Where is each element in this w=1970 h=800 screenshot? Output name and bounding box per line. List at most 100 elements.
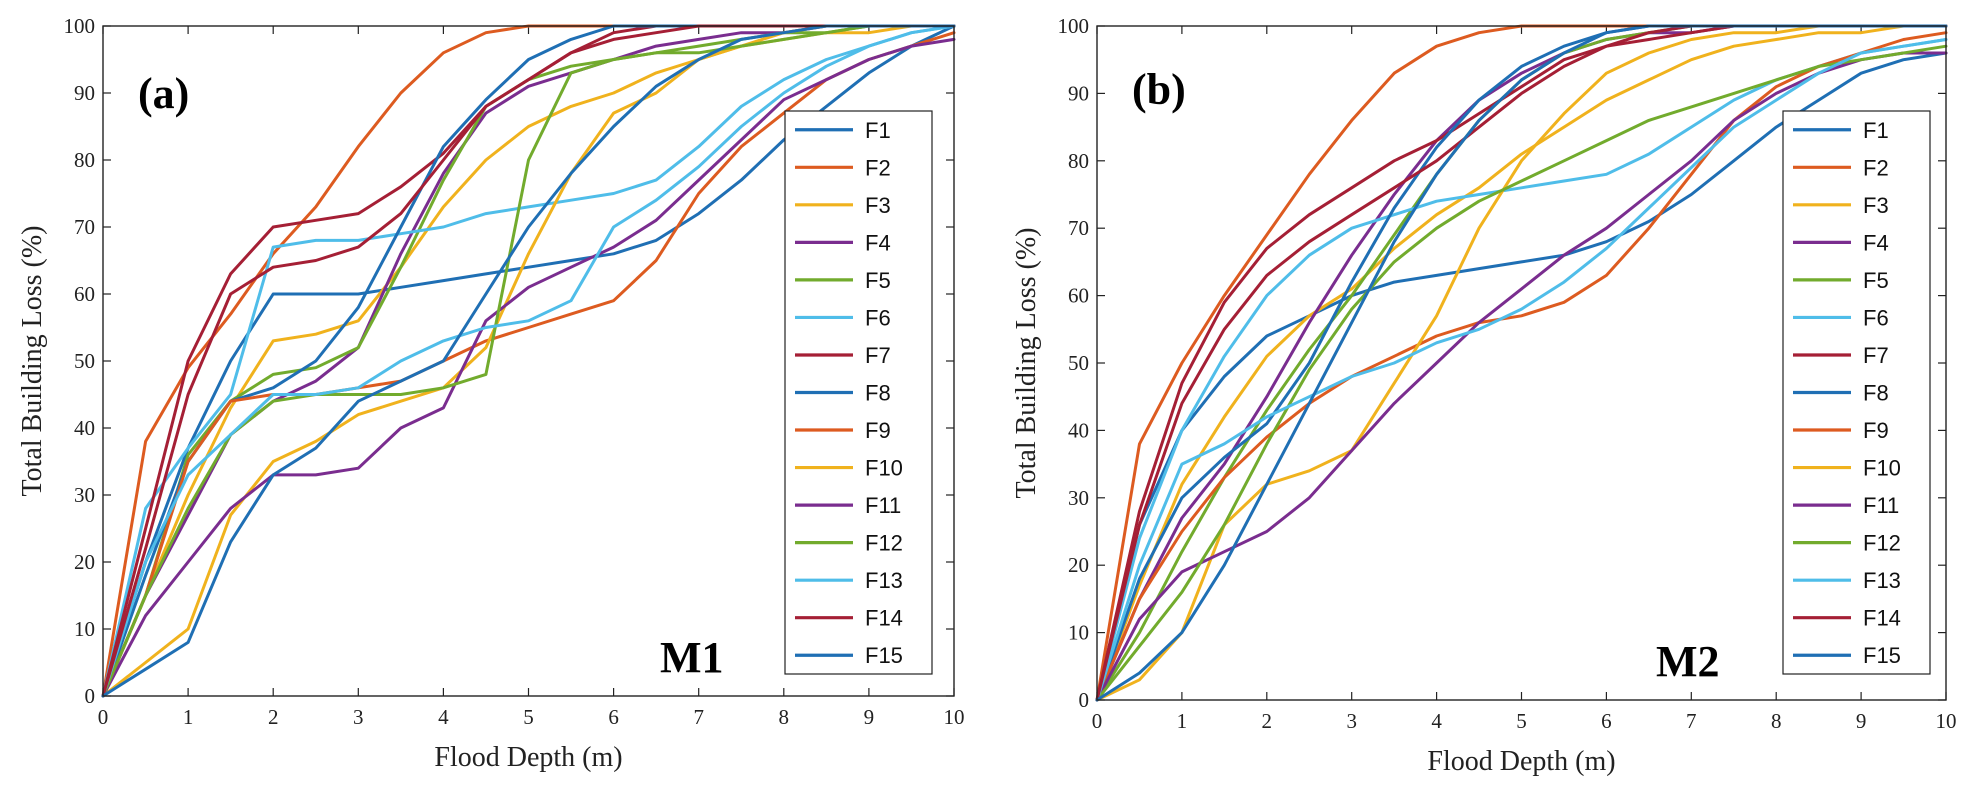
series-line-f11 — [101, 37, 956, 698]
legend-label-f9: F9 — [865, 418, 891, 443]
y-axis-label: Total Building Loss (%) — [1011, 227, 1042, 498]
legend-label-f4: F4 — [1863, 230, 1889, 255]
series-line-f1 — [1095, 51, 1948, 702]
x-tick-label: 8 — [1771, 709, 1782, 733]
series-line-f15 — [101, 24, 956, 698]
legend-label-f2: F2 — [865, 155, 891, 180]
y-tick-label: 90 — [1068, 81, 1089, 105]
series-line-f12 — [1095, 44, 1948, 702]
x-tick-label: 2 — [1262, 709, 1273, 733]
y-tick-label: 30 — [74, 483, 95, 507]
x-tick-label: 4 — [438, 705, 449, 729]
x-tick-label: 5 — [523, 705, 534, 729]
x-tick-label: 9 — [1856, 709, 1867, 733]
legend-label-f1: F1 — [1863, 118, 1889, 143]
y-tick-label: 40 — [74, 416, 95, 440]
model-label: M2 — [1656, 637, 1720, 686]
chart-panel-a: 0 1 2 3 4 5 6 7 8 9 100102030405060708090100Flood … — [17, 14, 965, 773]
y-tick-label: 0 — [85, 684, 96, 708]
y-tick-label: 70 — [1068, 216, 1089, 240]
x-tick-label: 10 — [944, 705, 965, 729]
legend-label-f4: F4 — [865, 230, 891, 255]
legend-label-f12: F12 — [1863, 531, 1901, 556]
series-line-f6 — [101, 24, 956, 698]
x-tick-label: 2 — [268, 705, 279, 729]
axes-frame-b — [1096, 25, 1947, 701]
x-tick-label: 7 — [1686, 709, 1697, 733]
x-tick-label: 1 — [1177, 709, 1188, 733]
legend-label-f10: F10 — [1863, 456, 1901, 481]
y-tick-label: 20 — [74, 550, 95, 574]
y-tick-label: 100 — [64, 14, 96, 38]
chart-panel-b: 0 1 2 3 4 5 6 7 8 9 100102030405060708090100Flood … — [1011, 14, 1957, 777]
legend-label-f6: F6 — [865, 305, 891, 330]
legend-label-f11: F11 — [865, 493, 901, 518]
legend-label-f7: F7 — [1863, 343, 1889, 368]
legend-label-f13: F13 — [1863, 568, 1901, 593]
series-line-f11 — [1095, 51, 1948, 702]
axes-frame-a — [102, 25, 955, 697]
legend-label-f6: F6 — [1863, 305, 1889, 330]
legend-label-f15: F15 — [1863, 643, 1901, 668]
series-line-f12 — [101, 24, 956, 698]
x-tick-label: 6 — [608, 705, 619, 729]
y-tick-label: 40 — [1068, 418, 1089, 442]
x-tick-label: 8 — [779, 705, 790, 729]
y-axis-label: Total Building Loss (%) — [17, 225, 48, 496]
y-tick-label: 50 — [1068, 351, 1089, 375]
x-tick-label: 0 — [1092, 709, 1103, 733]
legend-label-f14: F14 — [865, 606, 903, 631]
legend-label-f5: F5 — [1863, 268, 1889, 293]
y-tick-label: 0 — [1079, 688, 1090, 712]
legend-label-f5: F5 — [865, 268, 891, 293]
legend-label-f8: F8 — [865, 381, 891, 406]
x-tick-label: 5 — [1516, 709, 1527, 733]
y-tick-label: 80 — [74, 148, 95, 172]
y-tick-label: 80 — [1068, 149, 1089, 173]
x-tick-label: 6 — [1601, 709, 1612, 733]
x-tick-label: 3 — [353, 705, 364, 729]
legend-label-f13: F13 — [865, 568, 903, 593]
x-tick-label: 1 — [183, 705, 194, 729]
legend-label-f8: F8 — [1863, 381, 1889, 406]
y-tick-label: 60 — [1068, 284, 1089, 308]
series-line-f3 — [1095, 24, 1948, 702]
legend-label-f2: F2 — [1863, 155, 1889, 180]
series-line-f13 — [101, 24, 956, 698]
legend-label-f14: F14 — [1863, 606, 1901, 631]
y-tick-label: 100 — [1058, 14, 1090, 38]
legend-label-f9: F9 — [1863, 418, 1889, 443]
legend-label-f10: F10 — [865, 456, 903, 481]
y-tick-label: 20 — [1068, 553, 1089, 577]
x-tick-label: 0 — [98, 705, 109, 729]
model-label: M1 — [660, 633, 724, 682]
panel-label: (b) — [1132, 65, 1186, 114]
legend-label-f1: F1 — [865, 118, 891, 143]
y-tick-label: 10 — [74, 617, 95, 641]
y-tick-label: 30 — [1068, 486, 1089, 510]
legend-label-f11: F11 — [1863, 493, 1899, 518]
x-axis-label: Flood Depth (m) — [434, 742, 622, 773]
y-tick-label: 70 — [74, 215, 95, 239]
x-axis-label: Flood Depth (m) — [1427, 746, 1615, 777]
x-tick-label: 3 — [1346, 709, 1357, 733]
legend-label-f12: F12 — [865, 531, 903, 556]
x-tick-label: 7 — [693, 705, 704, 729]
panel-label: (a) — [138, 69, 189, 118]
series-line-f13 — [1095, 38, 1948, 702]
legend-label-f3: F3 — [865, 193, 891, 218]
x-tick-label: 9 — [864, 705, 875, 729]
series-line-f9 — [101, 31, 956, 698]
legend-label-f15: F15 — [865, 643, 903, 668]
x-tick-label: 10 — [1936, 709, 1957, 733]
x-tick-label: 4 — [1431, 709, 1442, 733]
legend-label-f3: F3 — [1863, 193, 1889, 218]
y-tick-label: 90 — [74, 81, 95, 105]
series-line-f9 — [1095, 31, 1948, 702]
y-tick-label: 10 — [1068, 621, 1089, 645]
legend-label-f7: F7 — [865, 343, 891, 368]
y-tick-label: 50 — [74, 349, 95, 373]
series-line-f10 — [1095, 24, 1948, 702]
y-tick-label: 60 — [74, 282, 95, 306]
